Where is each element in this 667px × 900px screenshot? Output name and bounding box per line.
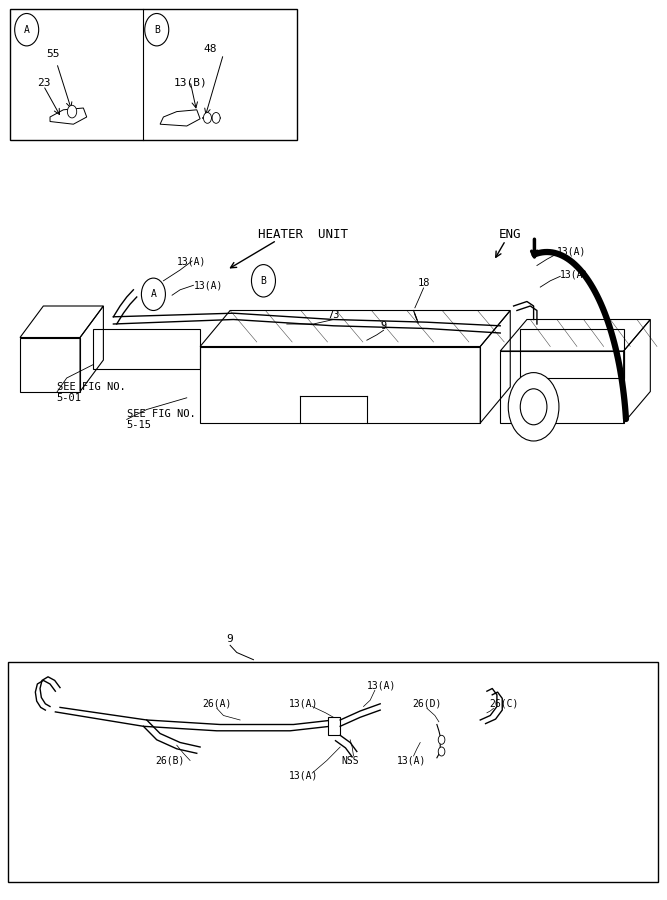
Text: SEE FIG NO.: SEE FIG NO. — [127, 409, 195, 419]
Text: 26(D): 26(D) — [412, 698, 442, 709]
Text: 23: 23 — [37, 77, 50, 88]
Text: HEATER  UNIT: HEATER UNIT — [259, 228, 348, 240]
Text: SEE FIG NO.: SEE FIG NO. — [57, 382, 125, 392]
Text: B: B — [261, 275, 266, 286]
Text: 13(A): 13(A) — [193, 280, 223, 291]
Circle shape — [520, 389, 547, 425]
Circle shape — [141, 278, 165, 310]
Text: 13(A): 13(A) — [557, 247, 586, 257]
Circle shape — [212, 112, 220, 123]
Text: 13(A): 13(A) — [560, 269, 590, 280]
Circle shape — [438, 747, 445, 756]
Text: NSS: NSS — [342, 755, 359, 766]
Text: B: B — [154, 24, 159, 35]
Circle shape — [145, 14, 169, 46]
Text: 26(A): 26(A) — [202, 698, 231, 709]
Circle shape — [15, 14, 39, 46]
Circle shape — [203, 112, 211, 123]
Circle shape — [508, 373, 559, 441]
Text: A: A — [151, 289, 156, 300]
Bar — [328, 717, 340, 735]
Text: 13(A): 13(A) — [177, 256, 206, 266]
Text: 9: 9 — [227, 634, 233, 644]
Text: 18: 18 — [418, 278, 430, 289]
Text: 13(A): 13(A) — [367, 680, 396, 691]
Text: ENG: ENG — [499, 228, 522, 240]
Text: 13(A): 13(A) — [289, 770, 318, 781]
Bar — [8, 662, 658, 882]
Bar — [10, 9, 297, 140]
Text: 73: 73 — [327, 310, 340, 320]
Text: 5-15: 5-15 — [127, 419, 151, 430]
Text: 9: 9 — [380, 320, 387, 331]
Text: 5-01: 5-01 — [57, 392, 81, 403]
Circle shape — [67, 105, 77, 118]
Circle shape — [438, 735, 445, 744]
Text: 13(B): 13(B) — [173, 77, 207, 88]
Text: 26(C): 26(C) — [489, 698, 518, 709]
Text: 55: 55 — [47, 49, 60, 59]
Text: A: A — [24, 24, 29, 35]
Text: 48: 48 — [203, 44, 217, 55]
Text: 13(A): 13(A) — [289, 698, 318, 709]
Text: 13(A): 13(A) — [397, 755, 426, 766]
Circle shape — [251, 265, 275, 297]
Text: 26(B): 26(B) — [155, 755, 185, 766]
